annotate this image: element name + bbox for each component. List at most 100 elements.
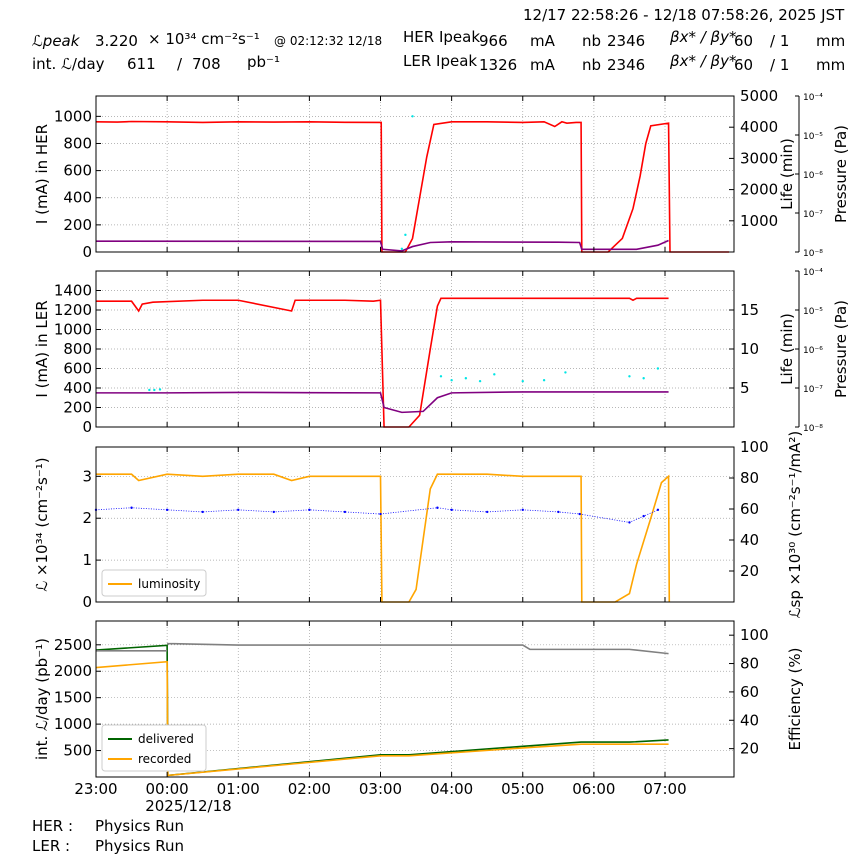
pressure-point [404,233,407,237]
y-axis-label: ℒ ×10³⁴ (cm⁻²s⁻¹) [33,457,51,591]
y2-tick-label: 5000 [740,87,778,105]
her-betay: / 1 [770,32,790,50]
specific-point [379,512,382,516]
pressure-point [521,379,524,383]
lpeak-label: ℒpeak [32,32,80,50]
y-tick-label: 2 [82,509,92,527]
pressure-point [493,373,496,376]
her-nb-value: 2346 [607,32,646,50]
pressure-point [656,367,660,370]
y2-tick-label: 15 [740,301,759,319]
ler-betay: / 1 [770,56,790,74]
y-tick-label: 800 [63,134,92,152]
y-tick-label: 0 [82,418,92,436]
x-tick-label: 00:00 [146,780,189,798]
ler-betax: 60 [734,56,754,74]
ler-ipeak-label: LER Ipeak [403,52,478,70]
x-tick-label: 03:00 [359,780,402,798]
y-tick-label: 600 [63,162,92,180]
ler-beta-unit: mm [816,56,846,74]
her-beta-label: βx* / βy* [670,28,737,46]
y-tick-label: 1 [82,551,92,569]
legend-label: recorded [138,752,191,766]
pressure-tick-label: 10⁻⁵ [803,307,823,317]
intl-label: int. ℒ/day [32,55,105,73]
pressure-tick-label: 10⁻⁷ [803,385,823,395]
y-tick-label: 500 [63,742,92,760]
x-tick-label: 06:00 [572,780,615,798]
lifetime-line [95,239,669,252]
lpeak-at: @ 02:12:32 12/18 [274,34,383,48]
plot-frame [95,446,735,603]
y-tick-label: 2000 [54,662,92,680]
legend-label: luminosity [138,577,200,591]
current-line [95,120,730,253]
y-tick-label: 0 [82,593,92,611]
y2-axis-label: Life (min) [778,313,796,385]
y-tick-label: 1200 [54,301,92,319]
pressure-point [628,375,631,378]
y-tick-label: 3 [82,467,92,485]
pressure-tick-label: 10⁻⁸ [803,249,823,259]
x-date-label: 2025/12/18 [145,797,231,815]
pressure-point [642,377,645,380]
ler-nb-value: 2346 [607,56,646,74]
time-range: 12/17 22:58:26 - 12/18 07:58:26, 2025 JS… [523,6,845,24]
y2-tick-label: 40 [740,531,759,549]
x-tick-label: 04:00 [430,780,473,798]
y-axis-label: I (mA) in LER [33,300,51,397]
intl-delivered: 611 [127,55,156,73]
y2-axis-label: Life (min) [778,138,796,210]
specific-line [95,507,659,523]
pressure-tick-label: 10⁻⁷ [803,210,823,220]
pressure-tick-label: 10⁻⁶ [803,346,823,356]
y-tick-label: 200 [63,216,92,234]
specific-point [237,508,240,512]
luminosity-line [96,473,671,603]
y2-tick-label: 60 [740,500,759,518]
her-betax: 60 [734,32,754,50]
pressure-point [411,115,414,118]
ler-ipeak-unit: mA [530,56,555,74]
y-tick-label: 200 [63,399,92,417]
y2-tick-label: 100 [740,438,769,456]
pressure-tick-label: 10⁻⁴ [803,93,823,103]
her-ipeak-value: 966 [479,32,508,50]
y2-axis-label: Efficiency (%) [786,648,804,751]
lifetime-line [96,391,669,414]
intl-sep: / [177,55,183,73]
intl-unit: pb⁻¹ [247,53,280,71]
pressure-point [464,377,468,380]
y-tick-label: 600 [63,360,92,378]
y2-tick-label: 20 [740,740,759,758]
y2-tick-label: 10 [740,340,759,358]
y2-tick-label: 20 [740,562,759,580]
pressure-point [450,379,453,382]
her-ipeak-label: HER Ipeak [403,28,480,46]
specific-point [436,506,439,509]
y2-tick-label: 60 [740,683,759,701]
lpeak-unit: × 10³⁴ cm⁻²s⁻¹ [148,30,260,48]
y2-tick-label: 5 [740,379,750,397]
y-tick-label: 400 [63,189,92,207]
y3-axis-label: Pressure (Pa) [832,125,850,223]
y-tick-label: 800 [63,340,92,358]
y2-tick-label: 80 [740,655,759,673]
pressure-point [400,247,404,251]
y2-tick-label: 3000 [740,149,778,167]
her-status-label: HER : [32,817,74,835]
y-tick-label: 1000 [54,107,92,125]
y-tick-label: 1500 [54,689,92,707]
specific-point [343,510,347,514]
y3-axis-label: Pressure (Pa) [832,300,850,398]
y2-tick-label: 1000 [740,212,778,230]
her-ipeak-unit: mA [530,32,555,50]
pressure-point [148,388,151,392]
specific-point [485,510,489,514]
her-nb-label: nb [582,32,602,50]
plot-frame [95,95,735,253]
legend-box [101,569,207,597]
x-tick-label: 05:00 [501,780,544,798]
y-tick-label: 0 [82,243,92,261]
